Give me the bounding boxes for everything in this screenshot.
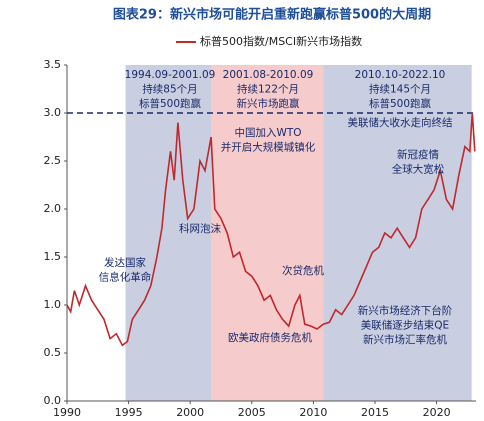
annotation: 新兴市场经济下台阶	[358, 304, 453, 317]
legend-label: 标普500指数/MSCI新兴市场指数	[200, 34, 362, 48]
y-tick-label: 3.0	[44, 106, 62, 119]
x-tick-label: 2000	[176, 406, 204, 419]
x-tick-label: 1990	[53, 406, 81, 419]
period-band	[125, 65, 212, 401]
annotation: 次贷危机	[282, 264, 324, 277]
annotation: 持续145个月	[369, 83, 431, 96]
annotation: 科网泡沫	[179, 222, 221, 235]
x-tick-label: 2015	[361, 406, 389, 419]
y-tick-label: 0.5	[44, 346, 62, 359]
annotation: 美联储逐步结束QE	[361, 319, 449, 332]
y-tick-label: 2.5	[44, 154, 62, 167]
annotation: 2001.08-2010.09	[223, 69, 314, 81]
period-band	[323, 65, 472, 401]
annotation: 信息化革命	[99, 271, 152, 284]
annotation: 并开启大规模城镇化	[221, 141, 316, 154]
annotation: 新兴市场跑赢	[237, 97, 300, 110]
x-tick-label: 2005	[238, 406, 266, 419]
data-line	[66, 112, 476, 347]
y-tick-label: 0.0	[44, 394, 62, 407]
x-tick-label: 2020	[423, 406, 451, 419]
y-tick-label: 1.5	[44, 250, 62, 263]
annotation: 新兴市场汇率危机	[363, 333, 447, 346]
annotation: 中国加入WTO	[234, 126, 301, 139]
annotation: 持续122个月	[237, 83, 299, 96]
annotation: 标普500跑赢	[369, 97, 432, 110]
annotation: 欧美政府债务危机	[228, 331, 312, 344]
annotation: 持续85个月	[142, 83, 197, 96]
annotation: 发达国家	[104, 256, 146, 269]
annotation: 新冠疫情	[397, 148, 439, 161]
annotation: 2010.10-2022.10	[355, 69, 446, 81]
x-tick-label: 2010	[299, 406, 327, 419]
y-tick-label: 3.5	[44, 58, 62, 71]
y-tick-label: 2.0	[44, 202, 62, 215]
x-tick-label: 1995	[115, 406, 143, 419]
annotation: 全球大宽松	[392, 163, 445, 176]
annotation: 标普500跑赢	[139, 97, 202, 110]
period-band	[211, 65, 324, 401]
y-tick-label: 1.0	[44, 298, 62, 311]
annotation: 1994.09-2001.09	[125, 69, 216, 81]
chart-title: 图表29：新兴市场可能开启重新跑赢标普500的大周期	[113, 7, 431, 23]
annotation: 美联储大收水走向终结	[348, 116, 453, 129]
